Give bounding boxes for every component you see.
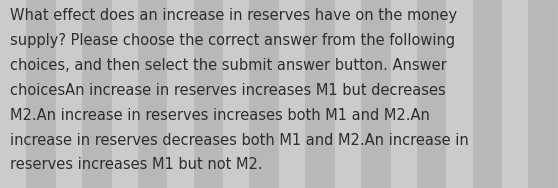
Text: What effect does an increase in reserves have on the money: What effect does an increase in reserves… <box>10 8 457 24</box>
Text: supply? Please choose the correct answer from the following: supply? Please choose the correct answer… <box>10 33 455 48</box>
Bar <box>167 0 193 188</box>
Text: reserves increases M1 but not M2.: reserves increases M1 but not M2. <box>10 157 263 172</box>
Bar <box>0 0 25 188</box>
Bar <box>502 0 527 188</box>
Bar <box>335 0 360 188</box>
Text: choicesAn increase in reserves increases M1 but decreases: choicesAn increase in reserves increases… <box>10 83 446 98</box>
Bar <box>391 0 416 188</box>
Text: choices, and then select the submit answer button. Answer: choices, and then select the submit answ… <box>10 58 447 73</box>
Bar <box>56 0 81 188</box>
Bar <box>223 0 248 188</box>
Text: M2.An increase in reserves increases both M1 and M2.An: M2.An increase in reserves increases bot… <box>10 108 430 123</box>
Bar <box>279 0 304 188</box>
Bar <box>446 0 472 188</box>
Text: increase in reserves decreases both M1 and M2.An increase in: increase in reserves decreases both M1 a… <box>10 133 469 148</box>
Bar <box>112 0 137 188</box>
